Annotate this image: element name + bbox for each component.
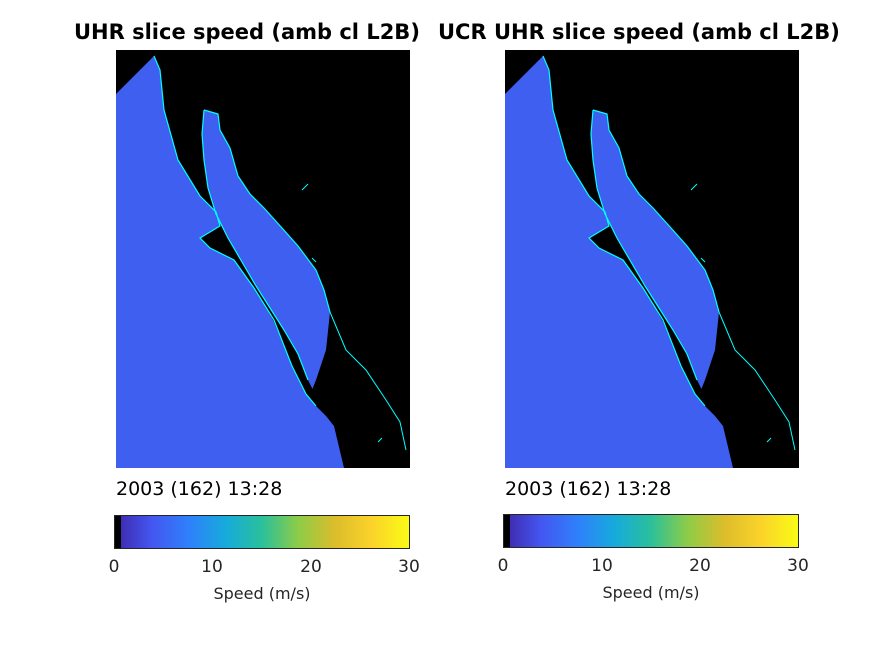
left-date-label: 2003 (162) 13:28 — [116, 478, 283, 500]
left-gulf-water — [202, 110, 330, 390]
left-colorbar-tick-10: 10 — [201, 557, 223, 577]
right-colorbar-svg — [504, 515, 798, 547]
right-baja-land — [553, 110, 703, 394]
right-colorbar-tick-30: 30 — [787, 556, 809, 576]
right-colorbar-tick-10: 10 — [591, 556, 613, 576]
left-colorbar-tick-30: 30 — [398, 557, 420, 577]
right-map-svg — [505, 55, 797, 468]
right-coastline-west — [542, 55, 706, 407]
right-date-label: 2003 (162) 13:28 — [505, 478, 672, 500]
right-coastline-mainland — [690, 183, 797, 468]
left-coastline-west — [153, 55, 317, 407]
right-colorbar-tick-0: 0 — [497, 556, 509, 576]
right-coastline-gulf — [590, 109, 720, 381]
left-coastline-gulf — [201, 109, 331, 381]
left-colorbar-tick-20: 20 — [300, 557, 322, 577]
left-baja-land — [164, 110, 314, 394]
left-colorbar-svg — [115, 516, 409, 548]
left-colorbar — [114, 515, 410, 549]
left-colorbar-label: Speed (m/s) — [213, 584, 311, 603]
left-coastline-mainland — [301, 183, 408, 468]
right-colorbar-label: Speed (m/s) — [602, 583, 700, 602]
right-colorbar — [503, 514, 799, 548]
left-swath-ocean — [116, 56, 344, 468]
left-speed-map — [116, 50, 410, 468]
right-gulf-water — [591, 110, 719, 390]
left-panel-title: UHR slice speed (amb cl L2B) — [74, 20, 420, 44]
left-map-svg — [116, 55, 408, 468]
left-colorbar-tick-0: 0 — [108, 557, 120, 577]
right-speed-map — [505, 50, 799, 468]
right-swath-ocean — [505, 56, 733, 468]
right-colorbar-tick-20: 20 — [689, 556, 711, 576]
right-panel-title: UCR UHR slice speed (amb cl L2B) — [438, 20, 840, 44]
